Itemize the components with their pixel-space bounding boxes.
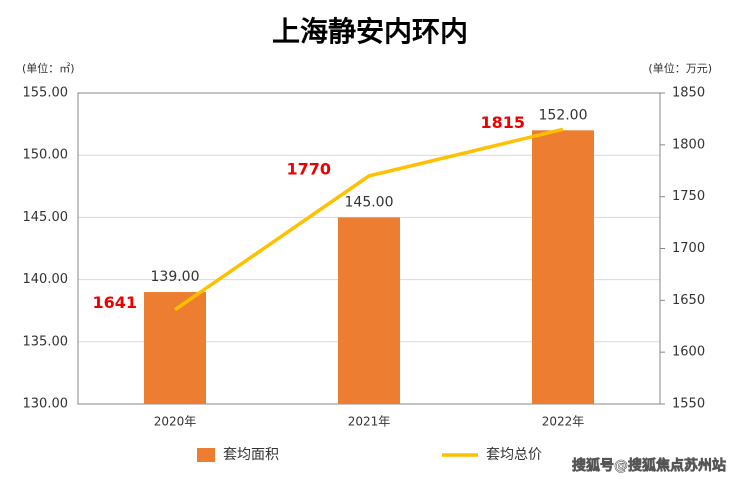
y-tick-label: 155.00 — [23, 86, 69, 101]
bar — [532, 130, 594, 404]
y2-tick-label: 1750 — [672, 189, 705, 204]
x-tick-label: 2022年 — [542, 415, 585, 429]
y2-tick-label: 1650 — [672, 293, 705, 308]
y-tick-label: 145.00 — [23, 210, 69, 225]
bar-value-label: 145.00 — [345, 194, 394, 210]
line-value-label: 1815 — [480, 113, 525, 132]
line-value-label: 1641 — [92, 293, 137, 312]
y-tick-label: 150.00 — [23, 148, 69, 163]
watermark: 搜狐号@搜狐焦点苏州站 — [572, 457, 726, 474]
y-tick-label: 140.00 — [23, 272, 69, 287]
line — [174, 127, 564, 312]
y2-axis-label: (单位：万元) — [648, 61, 712, 75]
bar — [144, 292, 206, 404]
bar-value-label: 152.00 — [539, 107, 588, 123]
y-axis-label: (单位：㎡) — [22, 61, 75, 75]
legend-label: 套均面积 — [223, 447, 279, 463]
y-tick-label: 135.00 — [23, 334, 69, 349]
y-tick-label: 130.00 — [23, 397, 69, 412]
y2-tick-label: 1550 — [672, 397, 705, 412]
x-tick-label: 2020年 — [154, 415, 197, 429]
x-tick-label: 2021年 — [348, 415, 391, 429]
legend-label: 套均总价 — [486, 447, 542, 463]
line-value-label: 1770 — [286, 159, 331, 178]
y2-tick-label: 1850 — [672, 86, 705, 101]
bar-value-label: 139.00 — [151, 269, 200, 285]
y2-tick-label: 1800 — [672, 137, 705, 152]
y2-tick-label: 1700 — [672, 241, 705, 256]
bar — [338, 217, 400, 404]
y2-tick-label: 1600 — [672, 345, 705, 360]
chart-title: 上海静安内环内 — [272, 15, 468, 48]
legend-swatch — [197, 448, 215, 462]
